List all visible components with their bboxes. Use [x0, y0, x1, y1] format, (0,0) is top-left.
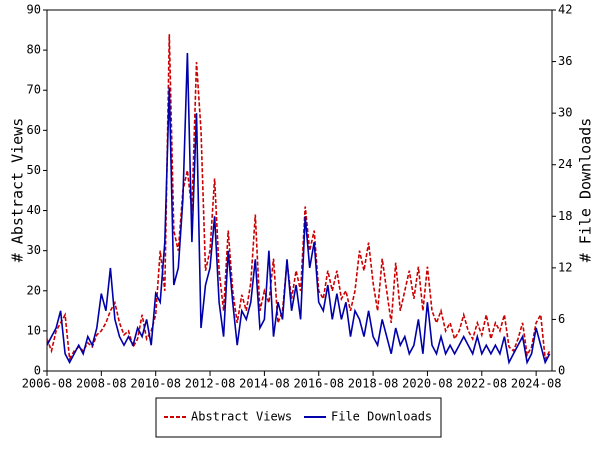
- plot-frame: [46, 9, 553, 372]
- y-tick-label: 10: [27, 323, 41, 337]
- x-tick-label: 2010-08: [130, 377, 181, 391]
- y-tick-label: 60: [27, 123, 41, 137]
- y-tick-label: 70: [27, 83, 41, 97]
- y-tick-label: 20: [27, 283, 41, 297]
- y-axis-label: # Abstract Views: [9, 118, 27, 263]
- series-line: [46, 34, 551, 362]
- legend-label: Abstract Views: [191, 410, 292, 424]
- x-tick-label: 2012-08: [185, 377, 236, 391]
- y-tick-label: 80: [27, 43, 41, 57]
- series-line: [46, 52, 551, 365]
- x-tick-label: 2014-08: [239, 377, 290, 391]
- y2-tick-label: 36: [558, 54, 572, 68]
- y-tick-label: 0: [34, 364, 41, 378]
- y2-tick-label: 0: [558, 364, 565, 378]
- x-tick-label: 2020-08: [402, 377, 453, 391]
- y-tick-label: 40: [27, 203, 41, 217]
- y-tick-label: 30: [27, 243, 41, 257]
- y2-tick-label: 24: [558, 157, 572, 171]
- y2-tick-label: 6: [558, 312, 565, 326]
- y2-tick-label: 42: [558, 3, 572, 17]
- x-tick-label: 2006-08: [22, 377, 73, 391]
- x-tick-label: 2008-08: [76, 377, 127, 391]
- legend-label: File Downloads: [331, 410, 432, 424]
- y-tick-label: 90: [27, 3, 41, 17]
- y2-axis-label: # File Downloads: [577, 118, 595, 263]
- y2-tick-label: 18: [558, 209, 572, 223]
- legend: [155, 397, 442, 438]
- y2-tick-label: 30: [558, 106, 572, 120]
- x-tick-label: 2024-08: [511, 377, 562, 391]
- y-tick-label: 50: [27, 163, 41, 177]
- x-tick-label: 2018-08: [348, 377, 399, 391]
- x-tick-label: 2016-08: [293, 377, 344, 391]
- y2-tick-label: 12: [558, 260, 572, 274]
- x-tick-label: 2022-08: [457, 377, 508, 391]
